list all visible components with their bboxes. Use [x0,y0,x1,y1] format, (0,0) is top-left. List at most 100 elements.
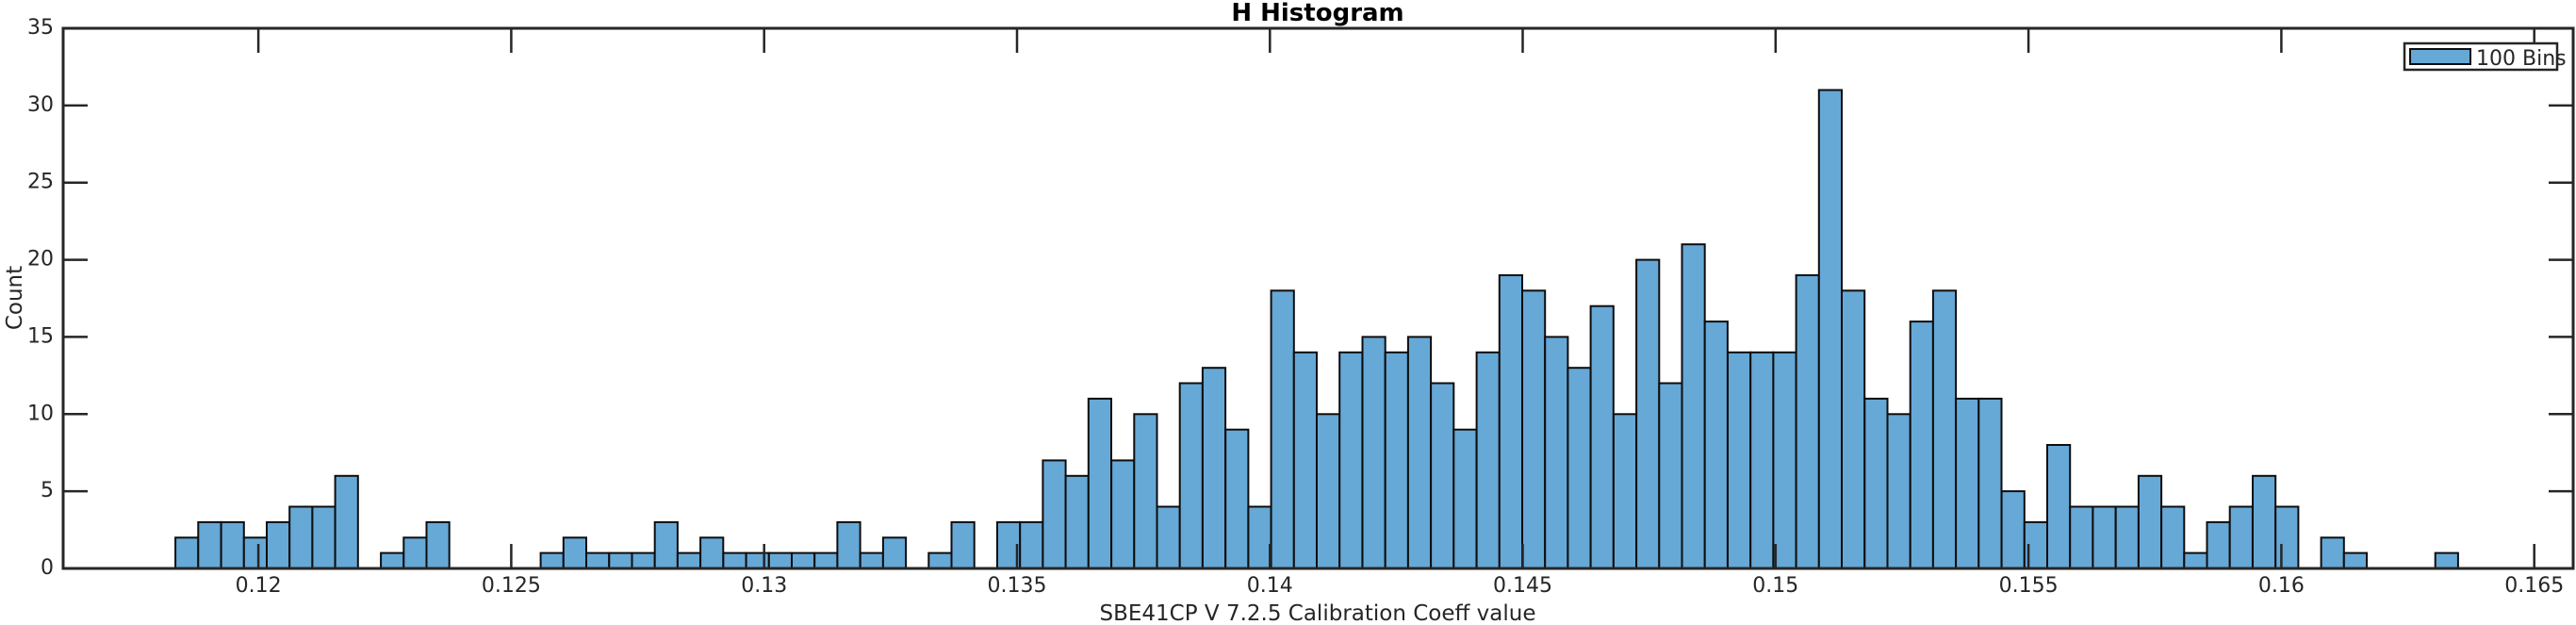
histogram-bar [2228,505,2254,569]
histogram-bar [402,536,428,569]
histogram-bar [1772,351,1797,569]
histogram-bar [266,520,291,570]
histogram-bar [745,551,770,569]
chart-title: H Histogram [1231,0,1403,27]
histogram-bar [1475,351,1501,569]
histogram-bar [2342,551,2369,569]
histogram-bar [1681,243,1706,569]
histogram-bar [2183,551,2208,569]
histogram-bar [767,551,793,569]
x-axis-label: SBE41CP V 7.2.5 Calibration Coeff value [1099,601,1535,625]
histogram-bar [425,520,451,570]
histogram-bar [2160,505,2186,569]
histogram-bar [1201,367,1227,570]
histogram-bar [1361,336,1386,569]
histogram-bar [1406,336,1433,569]
y-tick-label: 5 [41,479,54,502]
y-tick-label: 20 [27,248,54,271]
histogram-bar [2274,505,2300,569]
histogram-bar [174,536,200,569]
histogram-bar [2092,505,2117,569]
histogram-bar [1567,367,1592,570]
histogram-bar [1224,428,1250,570]
histogram-bar [653,520,679,570]
histogram-bar [1452,428,1478,570]
x-tick-label: 0.12 [236,574,282,598]
y-axis-label: Count [3,266,27,330]
histogram-bar [1247,505,1272,569]
y-tick-label: 30 [27,93,54,117]
histogram-bar [562,536,587,569]
histogram-bar [1886,413,1911,569]
histogram-bar [2114,505,2140,569]
histogram-bar [1749,351,1775,569]
legend-label: 100 Bins [2476,47,2567,71]
histogram-bar [380,551,405,569]
histogram-bar [1316,413,1341,569]
histogram-bar [2434,551,2459,569]
histogram-bar [791,551,816,569]
histogram-bar [1841,289,1866,569]
histogram-bar [1430,382,1455,569]
histogram-bar [1042,459,1067,569]
tick-labels-layer: 0.12 0.125 0.13 0.135 0.14 0.145 0.15 0.155 0.16… [27,16,2564,598]
histogram-bar [1658,382,1683,569]
histogram-bar [1338,351,1364,569]
histogram-bar [1384,351,1409,569]
histogram-bar [881,536,908,569]
histogram-bar [1727,351,1752,569]
x-tick-label: 0.13 [741,574,787,598]
histogram-bar [1931,289,1958,569]
histogram-bar [2000,490,2026,569]
histogram-bar [1955,397,1980,569]
histogram-bar [927,551,953,569]
y-tick-label: 15 [27,324,54,348]
histogram-bar [859,551,884,569]
histogram-bar [608,551,633,569]
histogram-bar [699,536,725,569]
x-tick-label: 0.145 [1493,574,1552,598]
x-tick-label: 0.135 [988,574,1047,598]
histogram-bar [676,551,702,569]
legend-swatch [2409,48,2471,65]
legend: 100 Bins [2403,41,2567,72]
ticks-layer [63,26,2573,570]
histogram-bar [722,551,747,569]
histogram-bar [242,536,268,569]
x-tick-label: 0.165 [2504,574,2564,598]
histogram-bar [1019,520,1044,570]
y-tick-label: 25 [27,171,54,194]
histogram-bar [1087,397,1113,569]
histogram-bar [1977,397,2003,569]
histogram-bar [1795,273,1820,569]
histogram-bar [1544,336,1569,569]
plot-border [61,26,2575,570]
histogram-bar [1270,289,1295,569]
histogram-bar [1498,273,1524,569]
histogram-bar [2320,536,2345,569]
histogram-bar [1133,413,1158,569]
histogram-bar [1156,505,1181,569]
x-tick-label: 0.14 [1247,574,1293,598]
x-tick-label: 0.125 [482,574,541,598]
histogram-bar [2206,520,2231,570]
histogram-bar [2137,474,2163,569]
histogram-bar [1817,89,1844,569]
histogram-bar [836,520,861,570]
histogram-bar [1909,321,1934,569]
histogram-bar [1635,258,1661,569]
y-tick-label: 35 [27,16,54,40]
histogram-bar [1589,304,1615,569]
histogram-bar [1521,289,1547,569]
histogram-bar [311,505,336,569]
histogram-bar [1064,474,1090,569]
histogram-bar [585,551,611,569]
bars-layer [174,89,2459,570]
histogram-bar [1110,459,1136,569]
histogram-bar [1292,351,1319,569]
histogram-bar [220,520,245,570]
histogram-bar [1612,413,1638,569]
histogram-bar [2046,444,2072,569]
